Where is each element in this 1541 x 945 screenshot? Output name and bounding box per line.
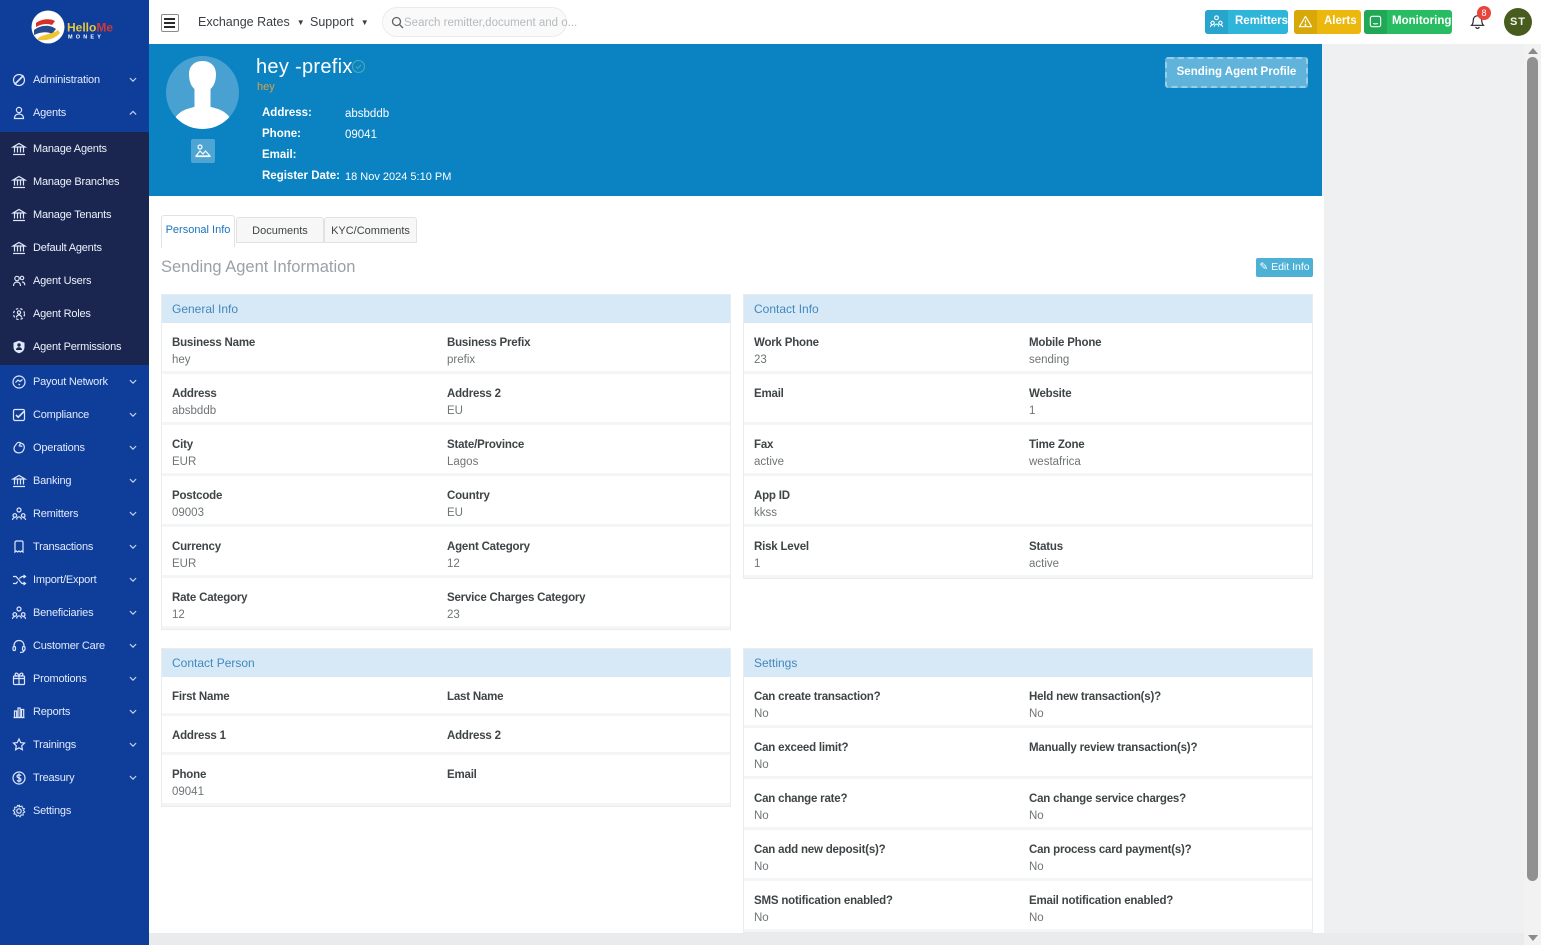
svg-text:HelloMe: HelloMe [67,21,113,35]
svg-text:MONEY: MONEY [68,35,104,41]
